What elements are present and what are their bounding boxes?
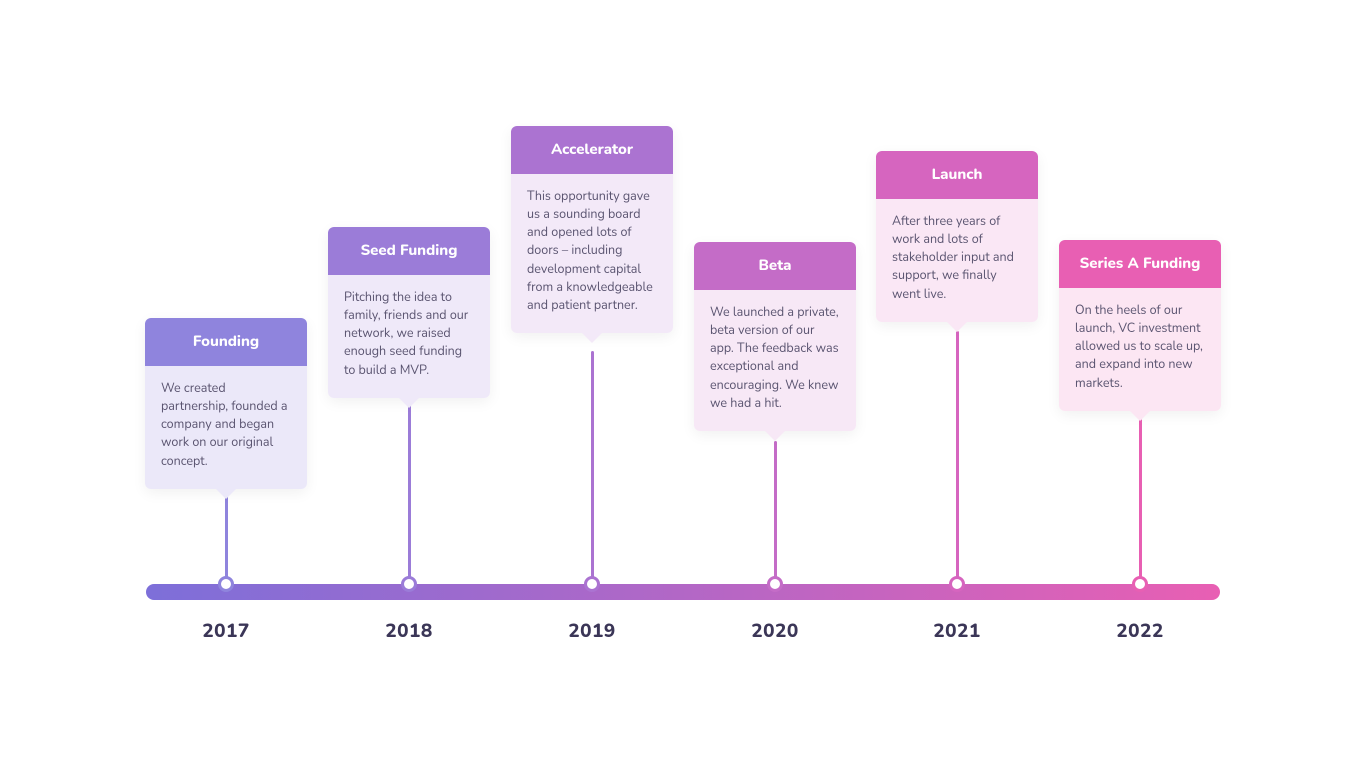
card-title: Seed Funding (328, 227, 490, 275)
card-tail (1130, 411, 1150, 421)
card-body: After three years of work and lots of st… (876, 199, 1038, 322)
card-body: This opportunity gave us a sounding boar… (511, 174, 673, 333)
card-title: Founding (145, 318, 307, 366)
timeline-node (949, 576, 965, 592)
card-tail (399, 398, 419, 408)
card-body: Pitching the idea to family, friends and… (328, 275, 490, 398)
timeline-year: 2020 (715, 618, 835, 644)
timeline-node (767, 576, 783, 592)
timeline-node (584, 576, 600, 592)
timeline-year: 2017 (166, 618, 286, 644)
card-title: Series A Funding (1059, 240, 1221, 288)
timeline-card: Series A FundingOn the heels of our laun… (1059, 240, 1221, 411)
card-tail (947, 322, 967, 332)
card-title: Beta (694, 242, 856, 290)
card-tail (582, 333, 602, 343)
timeline-year: 2021 (897, 618, 1017, 644)
timeline-year: 2022 (1080, 618, 1200, 644)
timeline-stem (774, 441, 777, 584)
timeline-card: Seed FundingPitching the idea to family,… (328, 227, 490, 398)
card-title: Accelerator (511, 126, 673, 174)
timeline-card: LaunchAfter three years of work and lots… (876, 151, 1038, 322)
timeline-node (218, 576, 234, 592)
timeline-card: AcceleratorThis opportunity gave us a so… (511, 126, 673, 333)
timeline-year: 2019 (532, 618, 652, 644)
card-body: We launched a private, beta version of o… (694, 290, 856, 431)
card-body: On the heels of our launch, VC investmen… (1059, 288, 1221, 411)
card-tail (216, 489, 236, 499)
timeline-year: 2018 (349, 618, 469, 644)
timeline-card: FoundingWe created partnership, founded … (145, 318, 307, 489)
timeline-stem (591, 351, 594, 584)
timeline-stem (1139, 419, 1142, 584)
card-title: Launch (876, 151, 1038, 199)
timeline-card: BetaWe launched a private, beta version … (694, 242, 856, 431)
card-tail (765, 431, 785, 441)
timeline-node (1132, 576, 1148, 592)
timeline-bar (146, 584, 1220, 600)
timeline-stem (408, 405, 411, 584)
timeline-node (401, 576, 417, 592)
timeline-stem (956, 331, 959, 584)
card-body: We created partnership, founded a compan… (145, 366, 307, 489)
